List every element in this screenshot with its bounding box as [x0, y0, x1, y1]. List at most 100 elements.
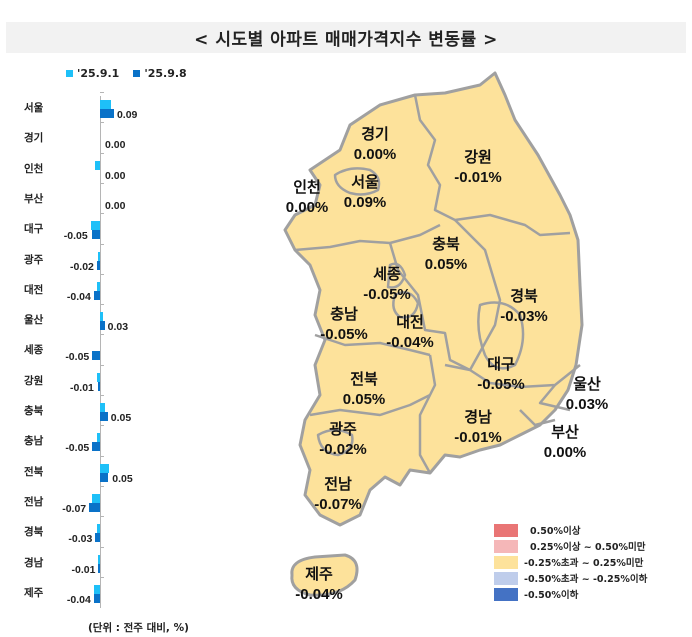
bar-row: 광주 -0.02 [0, 243, 200, 276]
legend-label: -0.50%초과 ~ -0.25%이하 [524, 574, 648, 585]
legend-swatch-icon [494, 523, 518, 537]
region-value: -0.07% [314, 496, 362, 513]
category-label: 광주 [24, 253, 44, 266]
bar-row: 전북 0.05 [0, 455, 200, 488]
region-name: 울산 [573, 376, 601, 393]
bar-series-2 [89, 502, 100, 512]
data-label: -0.01 [71, 563, 96, 576]
data-label: 0.09 [116, 109, 138, 121]
data-label: -0.02 [69, 260, 94, 273]
bar-series-1 [96, 524, 100, 534]
category-label: 충북 [24, 405, 44, 417]
axis-tick [100, 182, 104, 184]
map-region-label: 경기 0.00% [354, 125, 397, 165]
region-value: -0.01% [454, 169, 502, 186]
category-label: 제주 [24, 586, 44, 599]
category-label: 서울 [24, 102, 44, 114]
data-label: -0.05 [63, 230, 88, 243]
map-region-label: 경북 -0.03% [500, 287, 548, 327]
region-name: 경북 [510, 288, 538, 305]
axis-tick [100, 395, 104, 396]
bar-series-2 [98, 563, 100, 573]
map-region-label: 울산 0.03% [566, 375, 609, 415]
map-region-label: 세종 -0.05% [363, 265, 411, 305]
bar-series-2 [96, 260, 100, 270]
map-region-label: 충북 0.05% [425, 235, 468, 275]
bar-series-2 [98, 381, 100, 391]
bar-row: 충북 0.05 [0, 395, 200, 427]
map-region-label: 광주 -0.02% [319, 420, 367, 460]
unit-note: (단위 : 전주 대비, %) [88, 622, 189, 634]
axis-tick [100, 304, 104, 306]
data-label: 0.00 [105, 199, 126, 212]
bar-series-2 [100, 109, 114, 118]
axis-tick [100, 516, 104, 518]
region-name: 전남 [324, 476, 352, 493]
region-value: -0.01% [454, 429, 502, 446]
map-region-label: 대구 -0.05% [477, 355, 525, 395]
bar-row: 대전 -0.04 [0, 273, 200, 306]
bar-series-2 [92, 230, 100, 240]
bar-row: 제주 -0.04 [0, 576, 200, 609]
category-label: 부산 [24, 192, 44, 205]
legend-swatch-icon [133, 70, 141, 77]
region-value: 0.03% [565, 396, 609, 413]
category-label: 경남 [24, 556, 44, 569]
bar-series-1 [96, 372, 100, 382]
region-value: 0.00% [543, 444, 587, 461]
legend-label: -0.50%이하 [524, 590, 579, 601]
bar-row: 서울 0.09 [0, 92, 200, 124]
legend-label: '25.9.8 [144, 67, 187, 80]
bar-row: 강원 -0.01 [0, 364, 200, 397]
bar-series-1 [96, 281, 100, 291]
data-label: 0.03 [107, 321, 129, 334]
region-value: -0.05% [363, 286, 411, 303]
bar-series-1 [92, 493, 100, 503]
bar-series-2 [92, 442, 100, 452]
region-name: 광주 [329, 421, 357, 438]
category-label: 전남 [24, 495, 44, 508]
bar-series-1 [98, 251, 100, 261]
bar-row: 세종 -0.05 [0, 334, 200, 366]
data-label: 0.00 [105, 139, 126, 152]
axis-tick [100, 546, 104, 548]
region-value: 0.05% [342, 391, 386, 408]
bar-row: 인천 0.00 [0, 152, 200, 185]
data-label: -0.01 [69, 381, 94, 394]
category-label: 세종 [24, 344, 44, 357]
bar-row: 울산 0.03 [0, 304, 200, 336]
region-name: 경기 [361, 126, 389, 143]
region-name: 대전 [396, 314, 424, 331]
bar-row: 전남 -0.07 [0, 485, 200, 518]
series-legend: '25.9.1 '25.9.8 [66, 67, 187, 80]
map-region-label: 전남 -0.07% [314, 475, 362, 515]
map-region-label: 서울 0.09% [344, 173, 387, 213]
bar-row: 충남 -0.05 [0, 425, 200, 457]
bar-series-1 [100, 312, 104, 322]
map-region-label: 부산 0.00% [544, 423, 587, 463]
bar-series-1 [95, 160, 100, 170]
legend-label: 0.25%이상 ~ 0.50%미만 [530, 542, 646, 553]
legend-swatch-icon [494, 539, 518, 553]
data-label: 0.05 [110, 412, 132, 424]
map-region-label: 대전 -0.04% [386, 313, 434, 353]
bar-series-2 [95, 533, 100, 543]
bar-series-1 [100, 100, 111, 109]
region-value: 0.00% [353, 146, 397, 163]
bar-row: 대구 -0.05 [0, 213, 200, 245]
region-name: 강원 [464, 149, 492, 166]
region-name: 부산 [551, 424, 579, 441]
axis-tick [100, 364, 104, 366]
bar-row: 부산 0.00 [0, 182, 200, 215]
map-legend-item: 0.50%이상 [494, 522, 647, 538]
korea-map-shape [283, 71, 584, 597]
map-legend-item: -0.50%이하 [494, 586, 647, 602]
data-label: -0.03 [68, 533, 93, 546]
korea-map: 경기 0.00% 서울 0.09% 인천 0.00% 강원 -0.01% 충북 0.05% 세종 -0… [270, 65, 608, 615]
bar-series-2 [92, 351, 100, 361]
map-region-label: 강원 -0.01% [454, 148, 502, 188]
map-region-label: 경남 -0.01% [454, 408, 502, 448]
map-region-label: 제주 -0.04% [295, 565, 343, 605]
chart-title: < 시도별 아파트 매매가격지수 변동률 > [6, 22, 686, 53]
region-value: -0.04% [295, 586, 343, 603]
